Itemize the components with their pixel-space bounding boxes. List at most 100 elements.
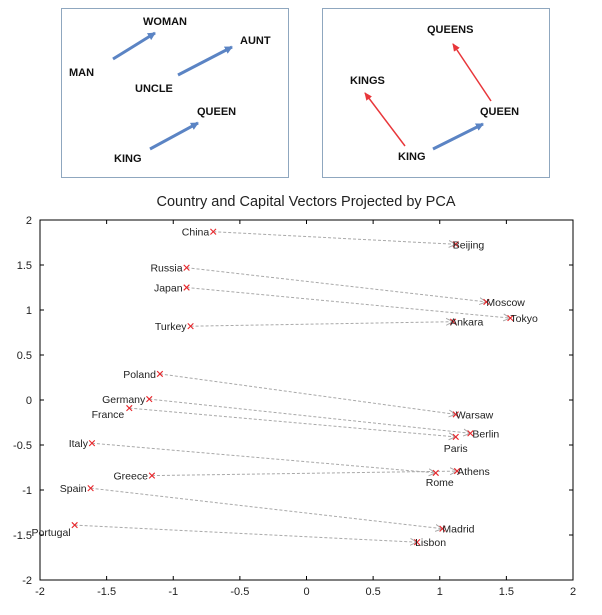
vector-russia-moscow (186, 267, 487, 302)
vector-spain-madrid (90, 487, 443, 529)
country-label: Spain (60, 483, 87, 495)
man-woman-arrow (112, 31, 156, 61)
marker-spain (87, 485, 94, 492)
vector-portugal-lisbon (74, 524, 417, 542)
capital-label: Warsaw (456, 409, 494, 421)
marker-germany (146, 395, 153, 403)
capital-label: Paris (444, 443, 468, 455)
king-queen-arrow (149, 121, 199, 151)
word-aunt: AUNT (240, 35, 271, 47)
capital-label: Lisbon (415, 537, 446, 549)
y-tick-label: 0.5 (17, 350, 32, 362)
queen-queens-arrow (452, 43, 492, 102)
vector-greece-athens (151, 471, 457, 477)
marker-france (126, 404, 133, 412)
word-kings: KINGS (350, 75, 385, 87)
y-tick-label: -0.5 (13, 440, 32, 452)
marker-ankara (449, 318, 457, 325)
x-tick-label: 1 (437, 586, 443, 598)
country-label: Turkey (155, 321, 187, 333)
uncle-aunt-arrow (177, 45, 233, 77)
capital-label: Moscow (486, 297, 525, 309)
y-tick-label: -1 (22, 485, 32, 497)
vector-japan-tokyo (186, 287, 511, 319)
word-king-right: KING (398, 151, 426, 163)
country-label: Greece (113, 471, 148, 483)
country-label: France (92, 409, 125, 421)
y-tick-label: 0 (26, 395, 32, 407)
country-label: Poland (123, 369, 156, 381)
x-axis: -2 -1.5 -1 -0.5 0 0.5 1 1.5 2 (35, 220, 576, 598)
marker-portugal (71, 521, 78, 529)
marker-greece (148, 472, 156, 479)
word-queen: QUEEN (197, 106, 236, 118)
x-tick-label: 2 (570, 586, 576, 598)
y-axis: -2 -1.5 -1 -0.5 0 0.5 1 1.5 2 (13, 215, 573, 587)
country-label: Russia (150, 263, 182, 275)
country-capital-vectors (74, 231, 511, 543)
word-queen-right: QUEEN (480, 106, 519, 118)
word-king: KING (114, 153, 142, 165)
marker-berlin (467, 430, 474, 437)
vector-italy-rome (91, 442, 436, 473)
vector-germany-berlin (149, 398, 470, 433)
capital-label: Beijing (453, 239, 485, 251)
capital-label: Berlin (472, 428, 499, 440)
marker-moscow (483, 298, 490, 306)
x-tick-label: 1.5 (499, 586, 514, 598)
plural-analogy-panel: QUEENS KINGS QUEEN KING (322, 8, 550, 178)
marker-china (210, 228, 217, 235)
x-tick-label: -1 (168, 586, 178, 598)
marker-warsaw (452, 411, 459, 418)
marker-tokyo (507, 314, 514, 322)
y-tick-label: 1 (26, 305, 32, 317)
vector-france-paris (129, 407, 455, 437)
vector-poland-warsaw (159, 373, 456, 415)
pca-chart: Country and Capital Vectors Projected by… (13, 194, 576, 598)
country-label: Italy (69, 438, 89, 450)
vector-china-beijing (213, 231, 456, 245)
chart-title: Country and Capital Vectors Projected by… (156, 194, 455, 210)
vector-turkey-ankara (190, 322, 454, 327)
word-woman: WOMAN (143, 16, 187, 28)
marker-athens (453, 467, 461, 475)
x-tick-label: -0.5 (230, 586, 249, 598)
word-man: MAN (69, 67, 94, 79)
capital-label: Athens (457, 466, 490, 478)
word-uncle: UNCLE (135, 83, 173, 95)
king-queen-arrow-right (432, 122, 484, 151)
country-label: China (182, 227, 210, 239)
plural-analogy-diagram: QUEENS KINGS QUEEN KING (350, 24, 519, 163)
marker-beijing (452, 241, 459, 248)
gender-analogy-diagram: MAN WOMAN UNCLE AUNT KING QUEEN (69, 16, 271, 165)
x-tick-label: 0.5 (365, 586, 380, 598)
marker-poland (156, 370, 164, 378)
marker-rome (432, 469, 439, 477)
capital-label: Madrid (442, 524, 474, 536)
y-tick-label: 2 (26, 215, 32, 227)
y-tick-label: -2 (22, 575, 32, 587)
marker-turkey (187, 323, 194, 330)
y-tick-label: 1.5 (17, 260, 32, 272)
x-tick-label: 0 (303, 586, 309, 598)
point-labels: China Beijing Russia Moscow Japan Tokyo Turkey… (32, 227, 538, 550)
y-tick-label: -1.5 (13, 530, 32, 542)
marker-japan (183, 284, 190, 291)
x-tick-label: -2 (35, 586, 45, 598)
capital-label: Tokyo (510, 313, 538, 325)
marker-madrid (439, 525, 446, 532)
country-label: Japan (154, 283, 183, 295)
capital-label: Ankara (450, 317, 483, 329)
point-markers (71, 228, 514, 546)
king-kings-arrow (364, 92, 406, 147)
gender-analogy-panel: MAN WOMAN UNCLE AUNT KING QUEEN (61, 8, 289, 178)
country-label: Portugal (32, 527, 71, 539)
marker-lisbon (413, 539, 421, 546)
word-queens: QUEENS (427, 24, 473, 36)
country-label: Germany (102, 394, 146, 406)
marker-russia (183, 264, 190, 271)
marker-paris (452, 433, 459, 441)
capital-label: Rome (426, 477, 454, 489)
x-tick-label: -1.5 (97, 586, 116, 598)
marker-italy (88, 440, 96, 447)
